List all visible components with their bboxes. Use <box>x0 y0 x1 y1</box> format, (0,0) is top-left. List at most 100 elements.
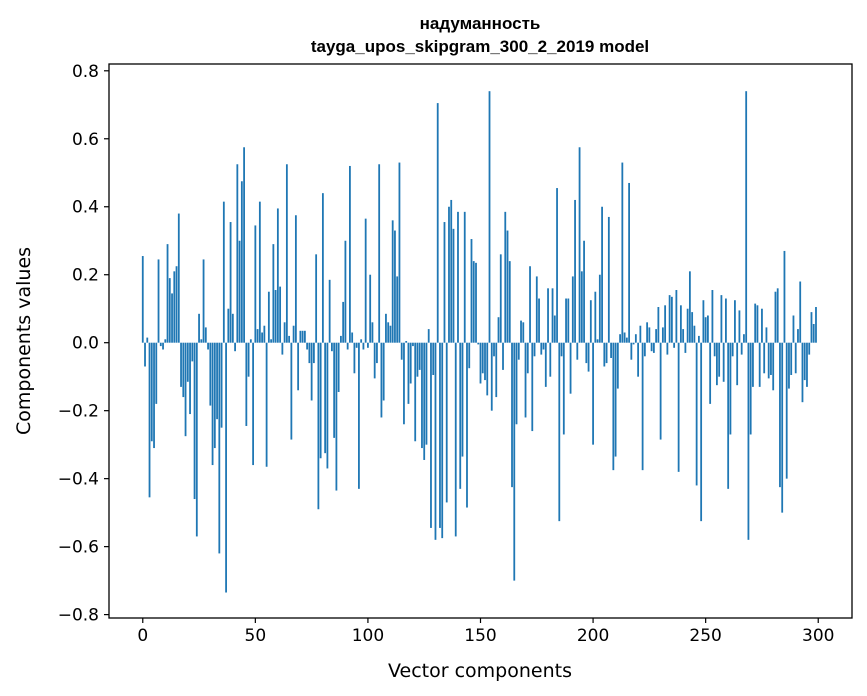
bar <box>585 342 588 364</box>
x-tick-label: 50 <box>245 626 267 646</box>
x-tick-label: 0 <box>137 626 148 646</box>
bar <box>207 342 209 350</box>
bar <box>484 342 486 381</box>
bar <box>441 342 444 539</box>
bar <box>337 342 340 392</box>
bar <box>362 342 365 350</box>
bar <box>299 330 302 343</box>
bar <box>407 342 410 404</box>
bar <box>173 271 176 343</box>
bar <box>779 342 781 488</box>
bar <box>531 342 534 432</box>
bar <box>583 240 585 343</box>
bar <box>274 290 277 343</box>
bar <box>520 320 522 343</box>
bar <box>454 342 457 537</box>
bar <box>652 342 655 353</box>
bar <box>177 213 180 343</box>
bar <box>193 342 196 500</box>
x-tick-label: 150 <box>464 626 496 646</box>
bar <box>693 325 696 343</box>
bar <box>353 342 356 374</box>
bar <box>216 342 218 420</box>
bar <box>436 103 439 343</box>
bar <box>639 325 642 343</box>
x-tick-label: 100 <box>352 626 384 646</box>
plot-frame <box>108 63 853 619</box>
bar <box>414 342 417 442</box>
y-tick-label: −0.4 <box>58 470 99 490</box>
bar <box>159 342 162 347</box>
bar <box>551 288 554 343</box>
bar <box>799 281 802 343</box>
bar <box>258 201 261 343</box>
bar <box>412 342 414 347</box>
bar <box>589 300 592 343</box>
bar <box>479 342 482 384</box>
bar <box>168 278 171 343</box>
bar <box>186 342 189 382</box>
bar <box>707 315 709 343</box>
bar <box>234 342 236 352</box>
bar <box>373 342 376 379</box>
bar <box>382 342 385 401</box>
bar <box>641 342 644 471</box>
bar <box>326 342 329 469</box>
bar <box>182 342 185 398</box>
bar <box>668 295 671 343</box>
bar <box>270 339 273 343</box>
bar <box>812 324 815 343</box>
bar <box>526 342 529 374</box>
bar <box>684 342 687 353</box>
bar <box>283 322 286 343</box>
bar <box>731 342 734 357</box>
x-tick-label: 200 <box>577 626 609 646</box>
bar <box>718 342 721 377</box>
bar <box>267 291 270 343</box>
bar <box>508 261 511 343</box>
bar <box>281 342 284 355</box>
bar <box>418 342 421 370</box>
bar <box>213 342 216 449</box>
bar <box>321 193 324 343</box>
bar <box>655 329 658 343</box>
bar <box>578 147 581 343</box>
bar <box>477 342 480 345</box>
y-tick-label: −0.2 <box>58 402 99 422</box>
bar <box>495 342 498 398</box>
bar <box>445 342 448 503</box>
bar <box>423 342 426 460</box>
bar <box>709 342 712 404</box>
bar <box>400 342 403 360</box>
bar <box>394 230 396 343</box>
bar <box>513 342 516 581</box>
bar <box>666 342 669 355</box>
bar <box>162 342 164 350</box>
bar <box>763 342 766 374</box>
bar <box>529 266 531 343</box>
bar <box>594 291 597 343</box>
bar <box>263 325 266 343</box>
bar <box>202 259 205 343</box>
bar <box>544 342 547 387</box>
bar <box>686 308 689 343</box>
bar <box>380 342 383 418</box>
bar <box>290 342 293 440</box>
bar <box>670 296 673 343</box>
bar <box>385 313 387 343</box>
bar <box>164 339 167 343</box>
bar <box>785 342 788 479</box>
bar <box>634 334 637 343</box>
bar <box>623 332 626 343</box>
y-tick-label: 0.6 <box>72 130 99 150</box>
bar <box>238 240 241 343</box>
bar <box>367 342 369 348</box>
bar <box>788 342 790 389</box>
bar <box>679 305 682 343</box>
bar <box>747 342 750 540</box>
x-tick-label: 250 <box>689 626 721 646</box>
bar <box>743 334 745 343</box>
bar <box>790 342 793 375</box>
bars-group <box>141 91 817 593</box>
bar <box>783 250 786 343</box>
